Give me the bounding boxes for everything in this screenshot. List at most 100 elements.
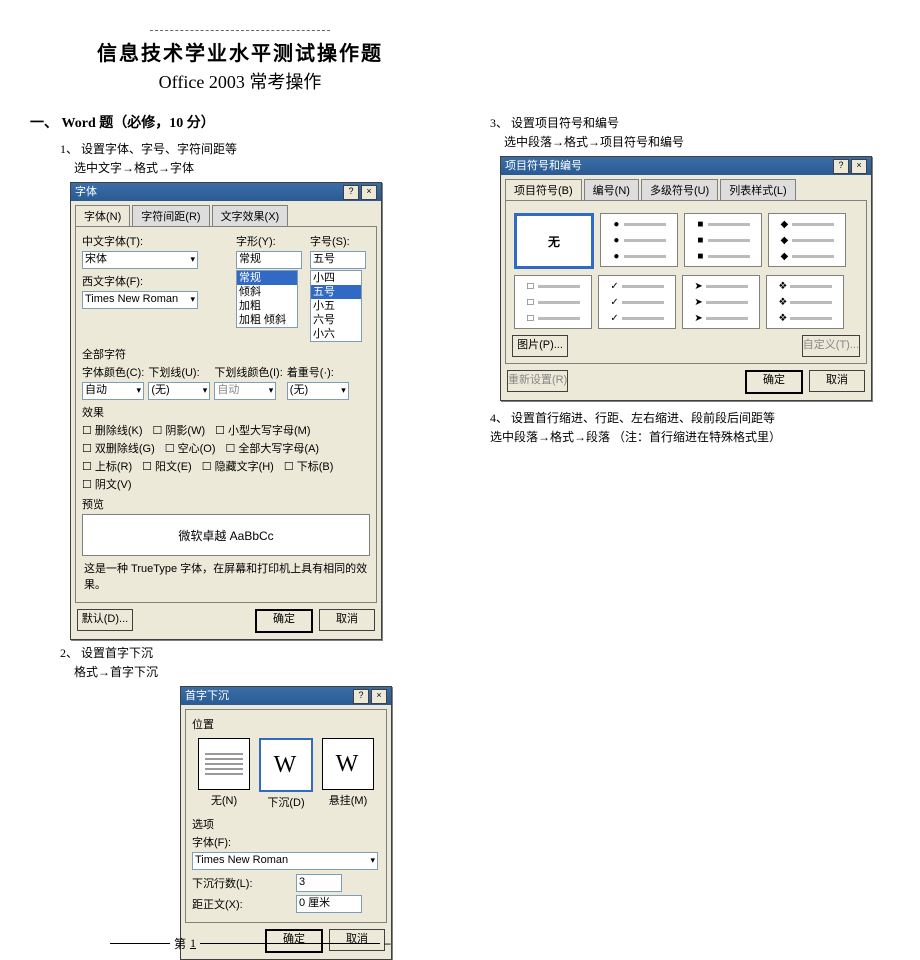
chk-dblstrike[interactable]: 双删除线(G) [82, 440, 155, 456]
tab-liststyle[interactable]: 列表样式(L) [720, 179, 795, 200]
dropcap-letter: W [274, 753, 297, 777]
bullets-titlebar[interactable]: 项目符号和编号 ? × [501, 157, 871, 175]
dropcap-margin[interactable]: W 悬挂(M) [321, 738, 375, 810]
tab-font[interactable]: 字体(N) [75, 205, 130, 226]
bullet-arrow[interactable]: ➤➤➤ [682, 275, 760, 329]
bullet-grid: 无 ●●● ■■■ ◆◆◆ □□□ ✓✓✓ [514, 213, 858, 329]
font-hint: 这是一种 TrueType 字体，在屏幕和打印机上具有相同的效果。 [84, 560, 368, 592]
list-item[interactable]: 六号 [311, 313, 361, 327]
default-button[interactable]: 默认(D)... [77, 609, 133, 631]
chk-allcaps[interactable]: 全部大写字母(A) [226, 440, 320, 456]
list-item[interactable]: 五号 [311, 285, 361, 299]
emphasis-label: 着重号(·): [287, 364, 349, 380]
bullet-none-text: 无 [548, 233, 560, 250]
font-dialog-titlebar[interactable]: 字体 ? × [71, 183, 381, 201]
underline-label: 下划线(U): [148, 364, 210, 380]
style-label: 字形(Y): [236, 233, 306, 249]
chk-smallcaps[interactable]: 小型大写字母(M) [215, 422, 310, 438]
position-label: 位置 [192, 716, 380, 732]
top-dashes [150, 30, 330, 31]
dc-font-combo[interactable]: Times New Roman [192, 852, 378, 870]
list-item[interactable]: 倾斜 [237, 285, 297, 299]
doc-title-1: 信息技术学业水平测试操作题 [30, 37, 450, 66]
bullet-square-fill[interactable]: ■■■ [684, 213, 762, 267]
size-label: 字号(S): [310, 233, 370, 249]
bullet-diamond-fill[interactable]: ◆◆◆ [768, 213, 846, 267]
font-dialog-title: 字体 [75, 183, 97, 201]
tab-bullets[interactable]: 项目符号(B) [505, 179, 582, 200]
emphasis-combo[interactable]: (无) [287, 382, 349, 400]
left-column: 信息技术学业水平测试操作题 Office 2003 常考操作 一、 Word 题… [30, 30, 450, 960]
list-item[interactable]: 小四 [311, 271, 361, 285]
bullet-square[interactable]: □□□ [514, 275, 592, 329]
page-footer: 第 1 -- [110, 935, 390, 952]
ok-button[interactable]: 确定 [745, 370, 803, 394]
ulcolor-label: 下划线颜色(I): [214, 364, 282, 380]
tab-outline[interactable]: 多级符号(U) [641, 179, 718, 200]
tab-spacing[interactable]: 字符间距(R) [132, 205, 209, 226]
bullet-check[interactable]: ✓✓✓ [598, 275, 676, 329]
close-icon[interactable]: × [371, 689, 387, 704]
tab-effects[interactable]: 文字效果(X) [212, 205, 289, 226]
list-item[interactable]: 加粗 倾斜 [237, 313, 297, 327]
close-icon[interactable]: × [361, 185, 377, 200]
page: 信息技术学业水平测试操作题 Office 2003 常考操作 一、 Word 题… [0, 0, 920, 960]
dc-dist-input[interactable]: 0 厘米 [296, 895, 362, 913]
item-3: 3、 设置项目符号和编号 [490, 114, 900, 131]
item-2-path: 格式→首字下沉 [74, 663, 450, 680]
cancel-button[interactable]: 取消 [319, 609, 375, 631]
dc-font-label: 字体(F): [192, 834, 380, 850]
list-item[interactable]: 常规 [237, 271, 297, 285]
list-item[interactable]: 小五 [311, 299, 361, 313]
allfont-label: 全部字符 [82, 346, 370, 362]
chk-engrave[interactable]: 阴文(V) [82, 476, 132, 492]
bullet-none[interactable]: 无 [514, 213, 594, 269]
style-list[interactable]: 常规 倾斜 加粗 加粗 倾斜 [236, 270, 298, 328]
chk-hidden[interactable]: 隐藏文字(H) [202, 458, 274, 474]
chk-emboss[interactable]: 阳文(E) [142, 458, 192, 474]
bullet-diamond[interactable]: ❖❖❖ [766, 275, 844, 329]
item-2: 2、 设置首字下沉 [60, 644, 450, 661]
cn-font-combo[interactable]: 宋体 [82, 251, 198, 269]
chk-outline[interactable]: 空心(O) [165, 440, 216, 456]
chk-strike[interactable]: 删除线(K) [82, 422, 143, 438]
dc-lines-input[interactable]: 3 [296, 874, 342, 892]
help-icon[interactable]: ? [353, 689, 369, 704]
item-4-path: 选中段落→格式→段落 （注：首行缩进在特殊格式里） [490, 428, 900, 445]
size-input[interactable]: 五号 [310, 251, 366, 269]
font-dialog: 字体 ? × 字体(N) 字符间距(R) 文字效果(X) 中文字体(T): 宋体… [70, 182, 382, 640]
west-font-combo[interactable]: Times New Roman [82, 291, 198, 309]
effects-label: 效果 [82, 404, 370, 420]
size-list[interactable]: 小四 五号 小五 六号 小六 [310, 270, 362, 342]
help-icon[interactable]: ? [343, 185, 359, 200]
cancel-button[interactable]: 取消 [809, 370, 865, 392]
close-icon[interactable]: × [851, 159, 867, 174]
chk-shadow[interactable]: 阴影(W) [153, 422, 206, 438]
dropcap-letter-2: W [336, 752, 359, 776]
help-icon[interactable]: ? [833, 159, 849, 174]
ulcolor-combo[interactable]: 自动 [214, 382, 276, 400]
ok-button[interactable]: 确定 [255, 609, 313, 633]
list-item[interactable]: 加粗 [237, 299, 297, 313]
item-4: 4、 设置首行缩进、行距、左右缩进、段前段后间距等 [490, 409, 900, 426]
chk-super[interactable]: 上标(R) [82, 458, 132, 474]
preview-label: 预览 [82, 496, 370, 512]
tab-numbers[interactable]: 编号(N) [584, 179, 639, 200]
underline-combo[interactable]: (无) [148, 382, 210, 400]
dropcap-titlebar[interactable]: 首字下沉 ? × [181, 687, 391, 705]
page-prefix: 第 [174, 935, 186, 952]
style-input[interactable]: 常规 [236, 251, 302, 269]
custom-button[interactable]: 自定义(T)... [802, 335, 860, 357]
dropcap-title: 首字下沉 [185, 687, 229, 705]
font-color-combo[interactable]: 自动 [82, 382, 144, 400]
bullets-dialog: 项目符号和编号 ? × 项目符号(B) 编号(N) 多级符号(U) 列表样式(L… [500, 156, 872, 401]
dropcap-none[interactable]: 无(N) [197, 738, 251, 810]
picture-button[interactable]: 图片(P)... [512, 335, 568, 357]
font-preview: 微软卓越 AaBbCc [82, 514, 370, 556]
dropcap-dropped[interactable]: W 下沉(D) [259, 738, 313, 810]
bullet-disc[interactable]: ●●● [600, 213, 678, 267]
dropcap-margin-label: 悬挂(M) [321, 792, 375, 808]
chk-sub[interactable]: 下标(B) [284, 458, 334, 474]
reset-button[interactable]: 重新设置(R) [507, 370, 568, 392]
list-item[interactable]: 小六 [311, 327, 361, 341]
